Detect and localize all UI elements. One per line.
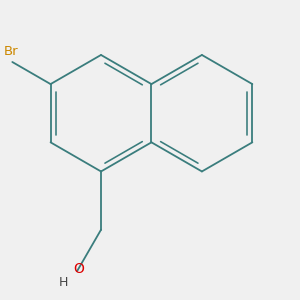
Text: O: O [73, 262, 84, 276]
Text: Br: Br [4, 45, 18, 58]
Text: H: H [59, 276, 68, 289]
